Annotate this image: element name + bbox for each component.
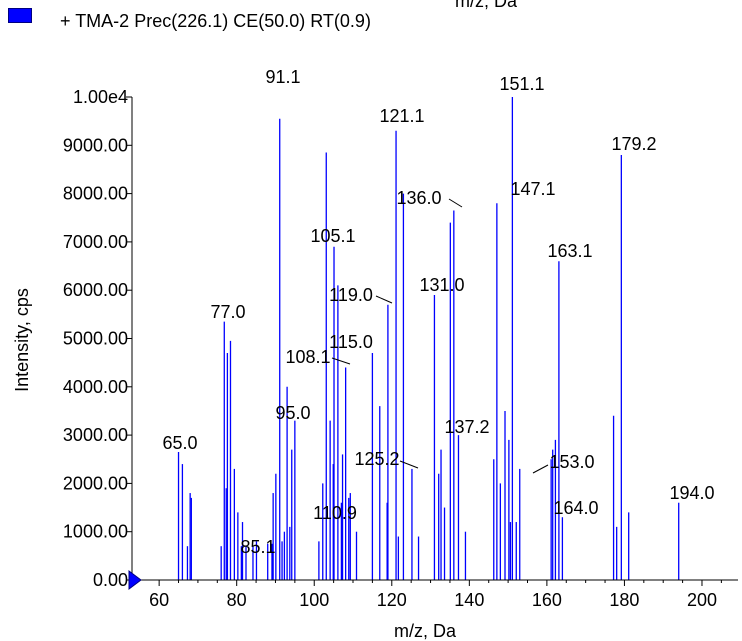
peak-bars — [177, 97, 680, 580]
peak-label: 77.0 — [210, 302, 245, 322]
y-axis-title: Intensity, cps — [12, 288, 32, 392]
peak-label: 95.0 — [275, 403, 310, 423]
peak-label: 115.0 — [329, 332, 373, 352]
peak-label: 125.2 — [354, 449, 399, 469]
y-tick-label: 1.00e4 — [73, 87, 128, 107]
peak-label: 137.2 — [444, 417, 489, 437]
peak-label: 164.0 — [553, 498, 598, 518]
y-tick-label: 6000.00 — [63, 280, 128, 300]
peak-label: 179.2 — [611, 134, 656, 154]
peak-label-leader — [399, 460, 419, 469]
peak-label: 105.1 — [310, 226, 355, 246]
x-tick-label: 160 — [532, 590, 562, 610]
peak-label: 151.1 — [499, 74, 544, 94]
peak-labels: 65.0 77.0 85.1 91.1 95.0 105.1 108.1 110.9 115.0… — [162, 67, 714, 557]
y-tick-label: 1000.00 — [63, 522, 128, 542]
peak-label: 85.1 — [240, 537, 275, 557]
origin-marker — [128, 570, 142, 590]
x-tick-label: 60 — [149, 590, 169, 610]
peak-label: 131.0 — [419, 275, 464, 295]
cropped-axis-title: m/z, Da — [455, 0, 518, 11]
peak-label: 119.0 — [329, 285, 373, 305]
x-tick-label: 100 — [299, 590, 329, 610]
x-tick-label: 180 — [609, 590, 639, 610]
peak-label: 91.1 — [265, 67, 300, 87]
y-tick-label: 3000.00 — [63, 425, 128, 445]
x-axis-title: m/z, Da — [394, 621, 457, 641]
legend-swatch — [8, 8, 32, 23]
peak-label: 121.1 — [379, 106, 424, 126]
peak-label: 153.0 — [549, 452, 594, 472]
peak-label: 136.0 — [396, 188, 441, 208]
y-tick-label: 9000.00 — [63, 135, 128, 155]
y-tick-label: 4000.00 — [63, 377, 128, 397]
peak-label-leader — [375, 295, 393, 304]
y-tick-label: 8000.00 — [63, 184, 128, 204]
x-tick-label: 120 — [377, 590, 407, 610]
x-tick-label: 200 — [687, 590, 717, 610]
y-tick-label: 0.00 — [93, 570, 128, 590]
peak-label: 110.9 — [313, 503, 357, 523]
x-tick-label: 140 — [454, 590, 484, 610]
legend-label: + TMA-2 Prec(226.1) CE(50.0) RT(0.9) — [60, 11, 371, 31]
y-tick-label: 2000.00 — [63, 473, 128, 493]
peak-label-leader — [532, 464, 549, 474]
axes: 0.00 1000.00 2000.00 3000.00 4000.00 5000.00 6… — [63, 87, 738, 610]
y-tick-label: 7000.00 — [63, 232, 128, 252]
peak-label: 163.1 — [547, 241, 592, 261]
y-tick-label: 5000.00 — [63, 329, 128, 349]
peak-label: 147.1 — [510, 179, 555, 199]
x-tick-label: 80 — [227, 590, 247, 610]
peak-label: 194.0 — [669, 483, 714, 503]
peak-label: 108.1 — [285, 347, 330, 367]
peak-label-leader — [331, 357, 351, 365]
peak-label: 65.0 — [162, 433, 197, 453]
peak-label-leader — [448, 198, 463, 208]
